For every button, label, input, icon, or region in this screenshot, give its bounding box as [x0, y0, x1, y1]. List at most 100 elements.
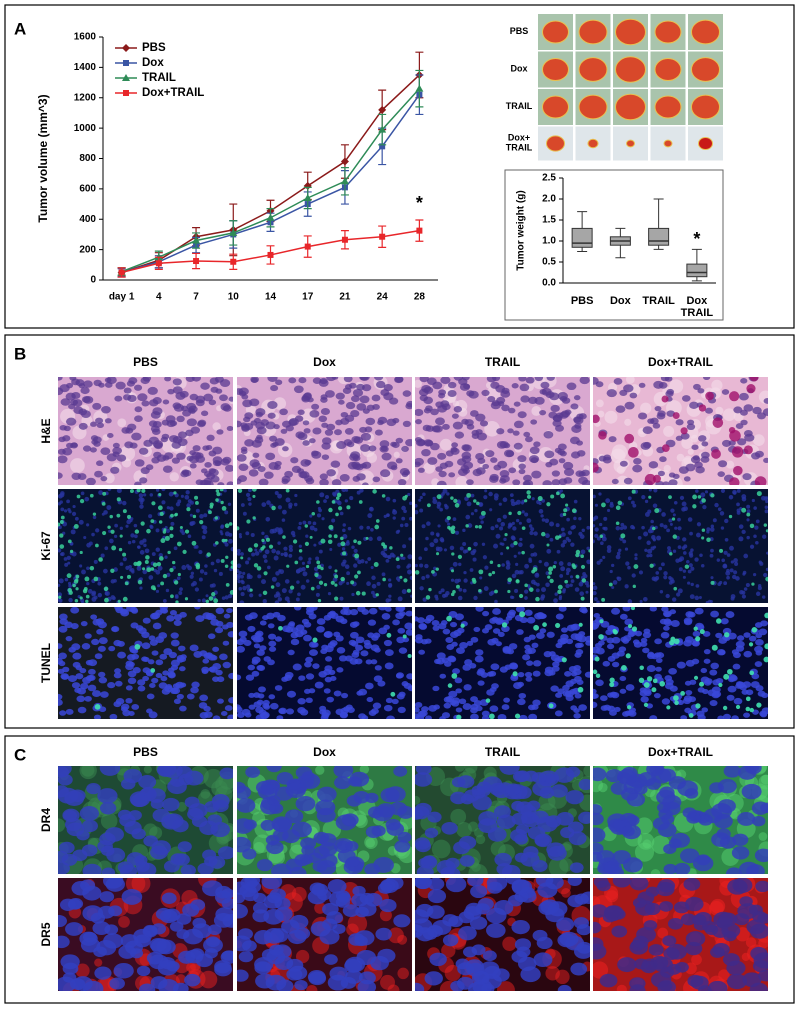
- cell: [225, 539, 228, 542]
- cell: [234, 674, 241, 680]
- cell: [582, 529, 585, 532]
- cell: [746, 689, 753, 695]
- cell: [546, 549, 551, 554]
- cell: [609, 682, 614, 687]
- cell: [174, 546, 178, 550]
- cell: [553, 598, 558, 603]
- cell: [156, 590, 159, 593]
- cell: [725, 571, 730, 576]
- cell: [170, 514, 174, 518]
- cell: [82, 643, 91, 650]
- cell: [392, 619, 400, 625]
- cell: [744, 430, 753, 437]
- cell: [542, 480, 551, 487]
- cell: [209, 505, 213, 509]
- cell: [100, 476, 107, 481]
- cell: [344, 609, 352, 615]
- cell: [642, 648, 649, 654]
- cell: [60, 520, 64, 524]
- cell: [663, 426, 674, 437]
- y-tick-label: 0.5: [542, 257, 556, 268]
- cell: [463, 703, 472, 710]
- cell: [414, 510, 418, 514]
- cell: [763, 408, 773, 416]
- cell: [300, 838, 316, 850]
- cell: [91, 533, 95, 537]
- cell: [339, 597, 343, 601]
- cell: [462, 529, 465, 532]
- cell: [513, 682, 522, 689]
- cell: [508, 512, 511, 515]
- cell: [542, 622, 547, 627]
- cell: [148, 514, 152, 518]
- cell: [437, 524, 440, 527]
- cell: [451, 673, 457, 679]
- cell: [305, 535, 308, 538]
- cell: [276, 979, 293, 992]
- cell: [225, 705, 233, 711]
- cell: [729, 477, 739, 487]
- cell: [627, 792, 645, 806]
- cell: [103, 569, 108, 574]
- cell: [192, 541, 197, 546]
- cell: [516, 824, 529, 834]
- cell: [567, 383, 577, 391]
- cell: [238, 580, 241, 583]
- cell: [86, 543, 91, 548]
- cell: [453, 517, 457, 521]
- cell: [216, 429, 223, 434]
- cell: [701, 441, 708, 446]
- cell: [742, 972, 761, 987]
- cell: [72, 512, 76, 516]
- cell: [245, 881, 261, 893]
- cell: [95, 544, 99, 548]
- cell: [531, 570, 535, 574]
- cell: [193, 651, 202, 658]
- cell: [372, 826, 386, 837]
- cell: [620, 527, 623, 530]
- cell: [520, 805, 536, 817]
- cell: [356, 403, 366, 411]
- cell: [233, 421, 242, 428]
- cell: [763, 458, 770, 463]
- cell: [594, 876, 609, 887]
- cell: [557, 449, 565, 455]
- tile: [591, 488, 770, 604]
- cell: [668, 519, 672, 523]
- cell: [70, 458, 85, 473]
- cell: [162, 798, 179, 811]
- cell: [351, 652, 359, 658]
- cell: [566, 767, 580, 778]
- cell: [286, 968, 302, 980]
- cell: [79, 520, 84, 525]
- cell: [643, 632, 651, 638]
- cell: [683, 551, 687, 555]
- cell: [137, 488, 141, 492]
- cell: [102, 531, 106, 535]
- cell: [689, 713, 694, 718]
- cell: [710, 549, 714, 553]
- cell: [580, 534, 585, 539]
- cell: [534, 573, 539, 578]
- cell: [576, 575, 580, 579]
- cell: [190, 394, 199, 401]
- cell: [426, 574, 430, 578]
- cell: [153, 623, 162, 630]
- cell: [378, 604, 386, 610]
- cell: [662, 395, 669, 402]
- cell: [517, 699, 526, 706]
- cell: [57, 548, 61, 552]
- cell: [436, 552, 439, 555]
- cell: [425, 715, 432, 720]
- cell: [726, 576, 730, 580]
- y-tick-label: 1.0: [542, 236, 556, 247]
- cell: [57, 455, 67, 463]
- cell: [557, 550, 561, 554]
- cell: [353, 539, 357, 543]
- cell: [118, 600, 121, 603]
- cell: [172, 442, 182, 449]
- cell: [257, 574, 261, 578]
- cell: [328, 525, 333, 530]
- cell: [80, 806, 99, 821]
- cell: [419, 586, 423, 590]
